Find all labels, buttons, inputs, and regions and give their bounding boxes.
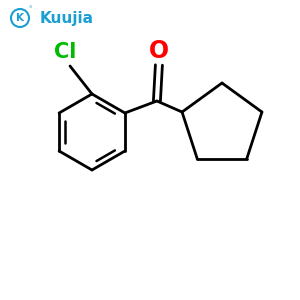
Text: °: ° — [28, 6, 32, 12]
Text: Cl: Cl — [54, 42, 76, 62]
Text: Kuujia: Kuujia — [40, 11, 94, 26]
Text: K: K — [16, 13, 24, 23]
Text: O: O — [149, 39, 169, 63]
